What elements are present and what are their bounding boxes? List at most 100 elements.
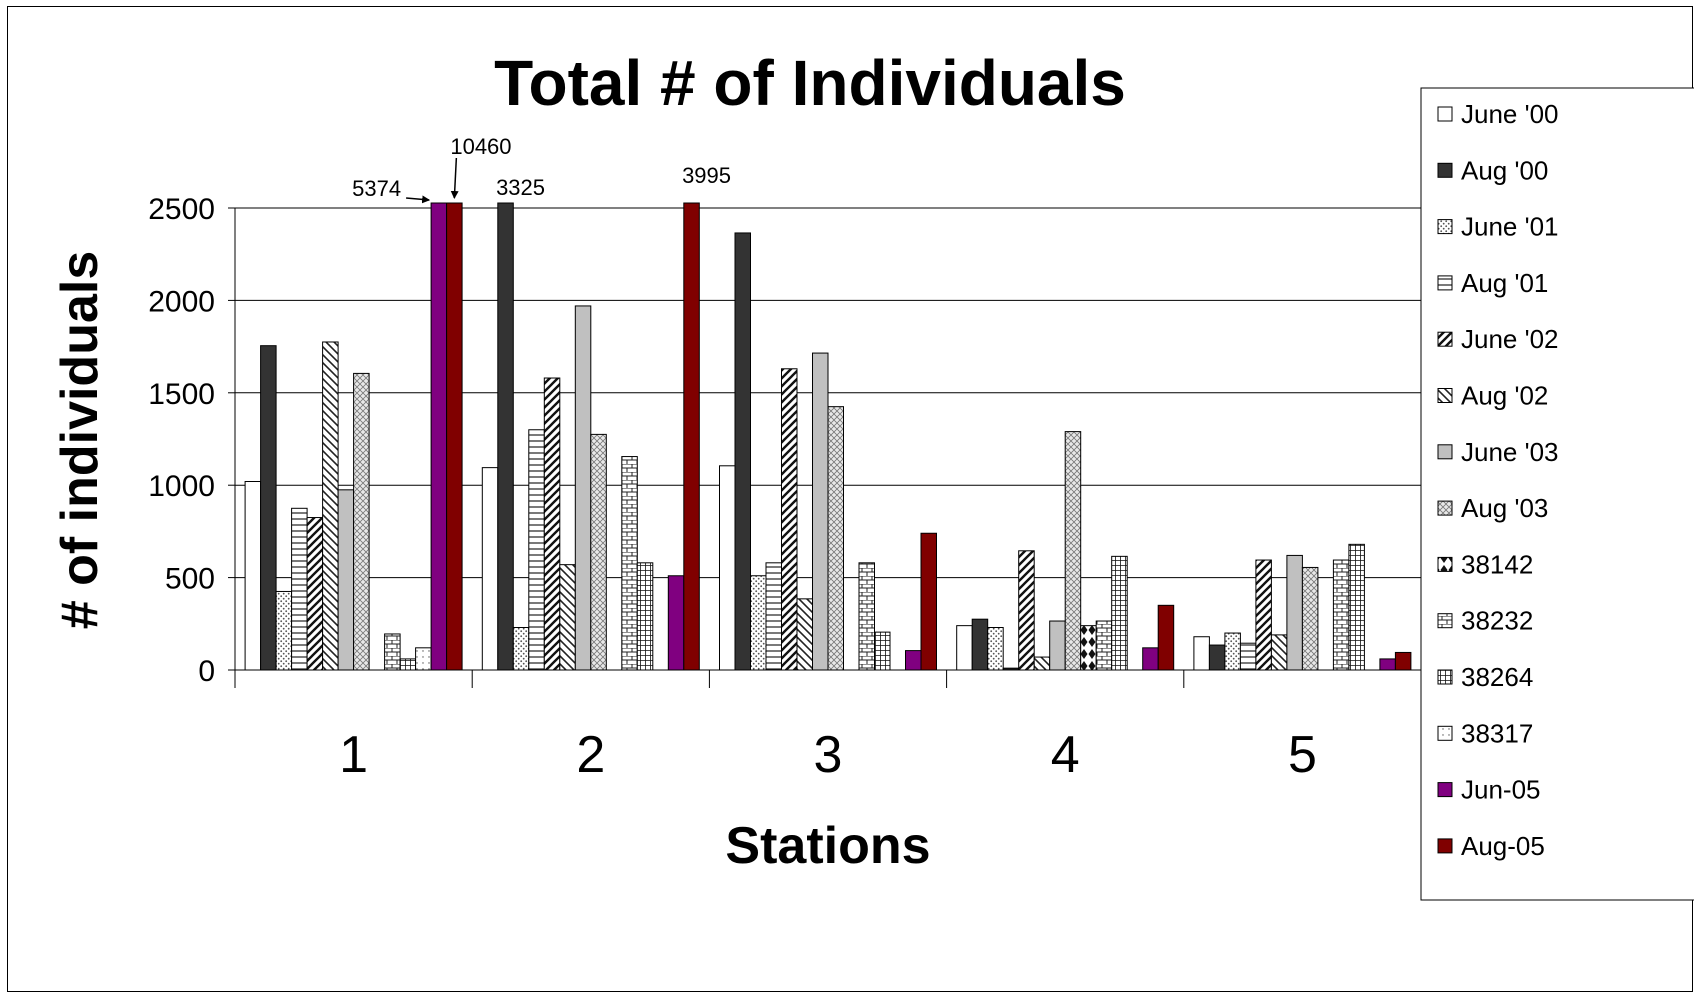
y-tick-label: 2000 — [148, 285, 215, 318]
legend-label: 38142 — [1461, 549, 1533, 579]
legend-swatch — [1437, 106, 1453, 122]
bar — [1239, 642, 1257, 671]
bar — [1157, 604, 1175, 671]
bar — [1111, 555, 1128, 671]
legend-swatch — [1437, 388, 1453, 403]
bar — [874, 631, 891, 671]
bar — [1270, 634, 1288, 671]
bar — [559, 564, 576, 671]
bar — [430, 202, 448, 671]
bar — [1080, 625, 1097, 671]
bar — [353, 372, 370, 671]
bar — [543, 377, 561, 671]
annotations: 5374 10460 3325 3995 — [352, 134, 731, 204]
legend-swatch — [1437, 162, 1453, 178]
bar — [415, 647, 432, 671]
bar — [512, 627, 530, 671]
legend-label: Aug '00 — [1461, 155, 1548, 185]
legend-label: June '01 — [1461, 212, 1559, 242]
legend-swatch — [1437, 669, 1453, 685]
y-tick-label: 1500 — [148, 378, 215, 411]
bar — [812, 352, 829, 671]
bar — [719, 465, 736, 671]
bar — [683, 202, 700, 671]
bars — [244, 202, 1412, 671]
bar — [1193, 636, 1210, 671]
bar — [260, 345, 277, 671]
legend-swatch — [1437, 500, 1453, 516]
y-tick-label: 500 — [165, 563, 215, 596]
bar — [1224, 632, 1241, 671]
bar — [399, 658, 417, 671]
legend-swatch — [1437, 331, 1453, 347]
bar — [858, 562, 875, 671]
legend-swatch — [1437, 838, 1453, 854]
legend-box — [1420, 87, 1694, 901]
bar — [636, 562, 654, 671]
chart-frame — [7, 6, 1693, 992]
legend-swatch — [1437, 444, 1453, 460]
bar — [1332, 559, 1350, 671]
bar — [497, 202, 514, 671]
bar — [337, 489, 355, 671]
bar — [1018, 550, 1035, 671]
legend-swatch — [1437, 725, 1453, 741]
data-label: 5374 — [352, 176, 401, 201]
x-axis-label: Stations — [725, 817, 930, 875]
bar — [1301, 566, 1319, 671]
legend-swatch — [1437, 613, 1453, 629]
bar — [905, 650, 922, 671]
y-axis-label: # of individuals — [51, 251, 109, 630]
bar — [306, 517, 324, 671]
bar — [1095, 620, 1113, 671]
bar — [1255, 559, 1272, 671]
bar — [322, 341, 339, 671]
bar — [1142, 647, 1159, 671]
bar — [1033, 656, 1051, 671]
y-tick-label: 2500 — [148, 193, 215, 226]
bar — [1208, 644, 1226, 671]
y-axis: 0 500 1000 1500 2000 2500 — [148, 193, 236, 688]
bar — [827, 406, 844, 671]
bar — [956, 625, 973, 671]
bar — [621, 456, 638, 671]
bar — [275, 590, 293, 671]
y-tick-label: 0 — [198, 655, 215, 688]
bar — [446, 202, 463, 671]
data-label: 3995 — [682, 163, 731, 188]
bar — [667, 575, 685, 671]
bar — [528, 429, 545, 671]
y-tick-label: 1000 — [148, 470, 215, 503]
legend-label: Jun-05 — [1461, 775, 1541, 805]
legend-swatch — [1437, 556, 1453, 572]
legend-label: June '00 — [1461, 99, 1559, 129]
legend-swatch — [1437, 275, 1453, 291]
data-label: 3325 — [496, 175, 545, 200]
bar — [481, 467, 499, 671]
bar — [1064, 431, 1082, 671]
annotation-arrow — [450, 157, 459, 199]
bar — [1394, 651, 1412, 671]
legend-label: Aug '02 — [1461, 381, 1548, 411]
legend: June '00 Aug '00 June '01 Aug '01 June '02 Au… — [1420, 87, 1694, 901]
legend-label: 38264 — [1461, 662, 1533, 692]
legend-label: 38317 — [1461, 718, 1533, 748]
bar — [987, 627, 1004, 671]
x-tick-label: 1 — [339, 726, 368, 784]
x-tick-label: 2 — [576, 726, 605, 784]
legend-swatch — [1437, 219, 1453, 235]
legend-label: Aug '01 — [1461, 268, 1548, 298]
bar — [781, 368, 798, 671]
bar — [1049, 620, 1066, 671]
bar — [765, 562, 782, 671]
bar — [1348, 543, 1365, 671]
bar — [1379, 658, 1396, 671]
x-tick-label: 3 — [814, 726, 843, 784]
chart-title: Total # of Individuals — [494, 47, 1126, 119]
bar — [734, 232, 751, 671]
x-axis: 1 2 3 4 5 — [234, 669, 1422, 784]
x-tick-label: 4 — [1051, 726, 1080, 784]
bar — [291, 507, 308, 671]
bar — [244, 481, 262, 671]
